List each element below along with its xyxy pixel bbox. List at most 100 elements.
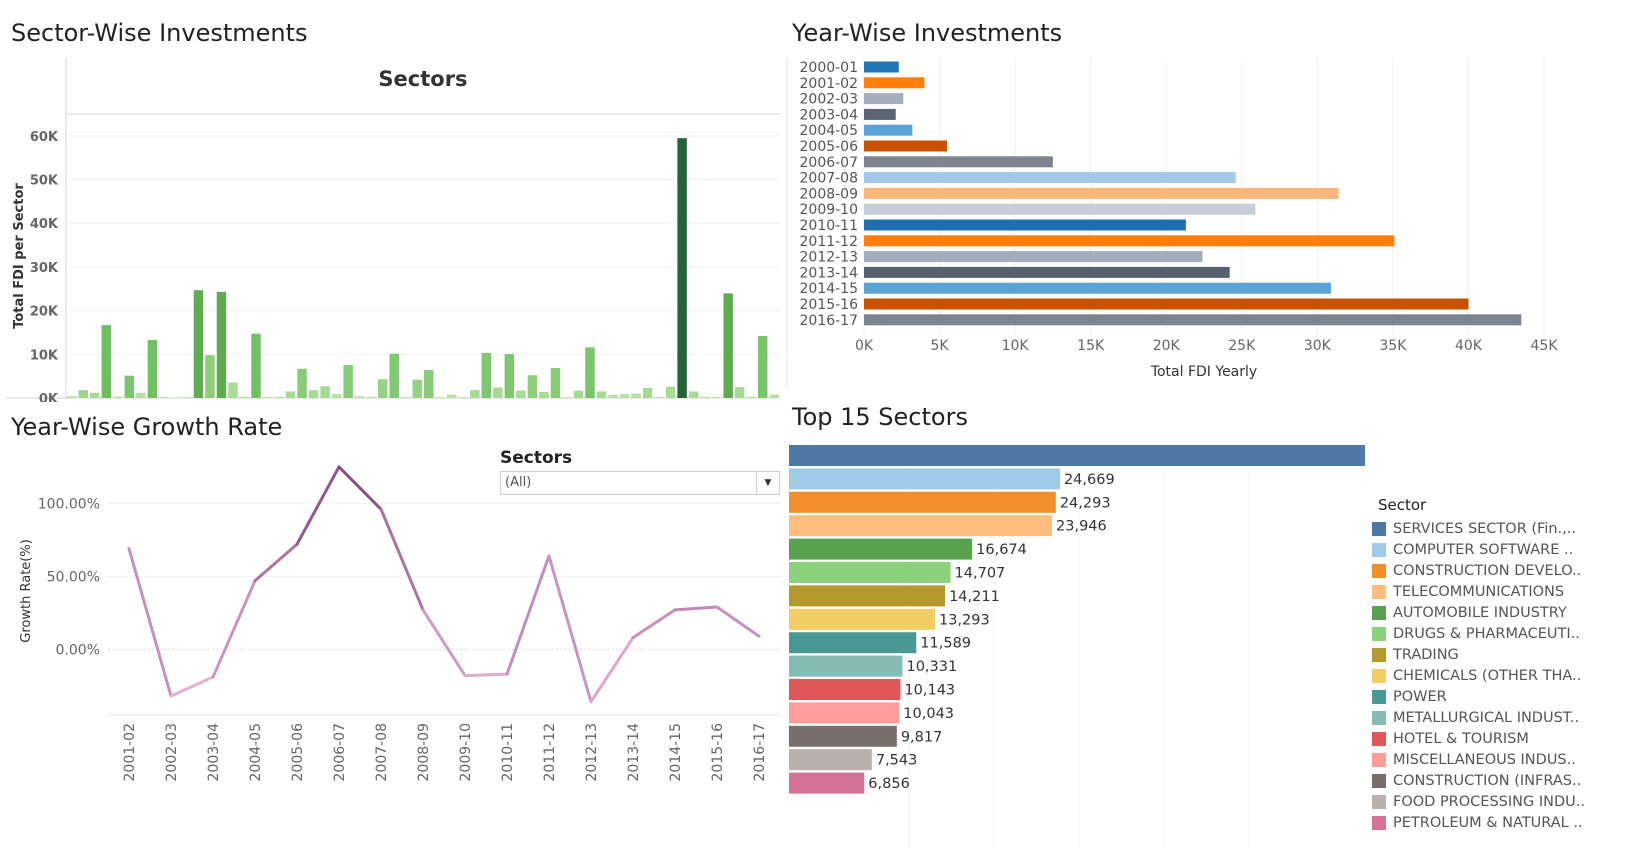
legend-label: CONSTRUCTION DEVELO.. bbox=[1393, 563, 1581, 579]
legend-item[interactable]: MISCELLANEOUS INDUS.. bbox=[1372, 749, 1647, 770]
legend-swatch bbox=[1372, 669, 1386, 683]
y-tick-label: 2014-15 bbox=[800, 281, 859, 297]
bar bbox=[864, 220, 1186, 231]
sectors-filter-dropdown[interactable]: (All) ▼ bbox=[500, 471, 780, 495]
bar bbox=[864, 141, 947, 152]
bar bbox=[700, 397, 709, 398]
bar bbox=[67, 396, 76, 398]
bar bbox=[864, 125, 912, 136]
bar bbox=[424, 370, 433, 398]
x-tick-label: 2002-03 bbox=[164, 723, 180, 782]
y-tick-label: 2010-11 bbox=[800, 218, 859, 234]
bar bbox=[789, 539, 972, 560]
series-line-segment bbox=[255, 544, 297, 580]
legend-swatch bbox=[1372, 627, 1386, 641]
year-wise-title: Year-Wise Investments bbox=[792, 19, 1062, 47]
bar bbox=[770, 395, 779, 398]
bar bbox=[436, 397, 445, 398]
year-bar-chart[interactable]: 0K 5K 10K 15K 20K 25K 30K 35K 40K 45K 2000-012001-… bbox=[785, 58, 1651, 388]
bar bbox=[789, 656, 902, 677]
top15-title: Top 15 Sectors bbox=[792, 403, 968, 431]
legend-swatch bbox=[1372, 690, 1386, 704]
x-tick-label: 2014-15 bbox=[668, 723, 684, 782]
legend-swatch bbox=[1372, 585, 1386, 599]
bar bbox=[643, 388, 652, 398]
bar bbox=[789, 702, 899, 723]
bar bbox=[228, 383, 237, 398]
data-label: 9,817 bbox=[901, 729, 943, 745]
legend-item[interactable]: METALLURGICAL INDUST.. bbox=[1372, 707, 1647, 728]
bar bbox=[608, 395, 617, 398]
series-line-segment bbox=[213, 581, 255, 677]
legend-item[interactable]: POWER bbox=[1372, 686, 1647, 707]
series-line-segment bbox=[549, 556, 591, 702]
bar bbox=[654, 397, 663, 398]
legend-item[interactable]: HOTEL & TOURISM bbox=[1372, 728, 1647, 749]
legend-item[interactable]: TRADING bbox=[1372, 644, 1647, 665]
x-tick-label: 2006-07 bbox=[332, 723, 348, 782]
x-tick-label: 35K bbox=[1379, 338, 1407, 354]
x-tick-label: 2008-09 bbox=[416, 723, 432, 782]
bar bbox=[789, 585, 945, 606]
bar bbox=[789, 609, 935, 630]
legend-item[interactable]: CHEMICALS (OTHER THA.. bbox=[1372, 665, 1647, 686]
data-label: 7,543 bbox=[876, 753, 918, 769]
bar bbox=[864, 251, 1202, 262]
sectors-filter: Sectors (All) ▼ bbox=[500, 448, 780, 495]
data-label: 24,293 bbox=[1060, 495, 1111, 511]
bar bbox=[864, 77, 924, 88]
legend-label: CHEMICALS (OTHER THA.. bbox=[1393, 668, 1581, 684]
bar bbox=[194, 290, 203, 398]
data-label: 13,293 bbox=[939, 612, 990, 628]
series-line-segment bbox=[381, 509, 423, 610]
bar bbox=[574, 391, 583, 398]
legend-label: METALLURGICAL INDUST.. bbox=[1393, 710, 1579, 726]
x-tick-label: 20K bbox=[1153, 338, 1181, 354]
legend-label: POWER bbox=[1393, 689, 1447, 705]
top15-bar-chart[interactable]: 59,47624,66924,29323,94616,67414,70714,2… bbox=[785, 430, 1365, 847]
legend-item[interactable]: TELECOMMUNICATIONS bbox=[1372, 581, 1647, 602]
y-tick-label: 10K bbox=[30, 348, 59, 363]
bar bbox=[864, 109, 896, 120]
legend-item[interactable]: PETROLEUM & NATURAL .. bbox=[1372, 812, 1647, 833]
bar bbox=[551, 368, 560, 398]
data-label: 14,211 bbox=[949, 589, 1000, 605]
bar bbox=[447, 395, 456, 398]
legend-item[interactable]: SERVICES SECTOR (Fin.,.. bbox=[1372, 518, 1647, 539]
bar bbox=[113, 397, 122, 398]
bar bbox=[343, 365, 352, 398]
x-tick-label: 2001-02 bbox=[122, 723, 138, 782]
legend-item[interactable]: DRUGS & PHARMACEUTI.. bbox=[1372, 623, 1647, 644]
legend-item[interactable]: CONSTRUCTION (INFRAS.. bbox=[1372, 770, 1647, 791]
legend-label: CONSTRUCTION (INFRAS.. bbox=[1393, 773, 1581, 789]
x-tick-label: 2007-08 bbox=[374, 723, 390, 782]
y-tick-label: 40K bbox=[30, 217, 59, 232]
bar bbox=[789, 562, 951, 583]
y-tick-label: 2016-17 bbox=[800, 313, 859, 329]
legend-item[interactable]: FOOD PROCESSING INDU.. bbox=[1372, 791, 1647, 812]
y-tick-label: 2008-09 bbox=[800, 186, 859, 202]
data-label: 23,946 bbox=[1056, 519, 1107, 535]
bar bbox=[864, 299, 1468, 310]
bar bbox=[355, 396, 364, 398]
top15-legend: Sector SERVICES SECTOR (Fin.,.. COMPUTER … bbox=[1372, 496, 1647, 833]
bar bbox=[631, 394, 640, 398]
legend-item[interactable]: COMPUTER SOFTWARE .. bbox=[1372, 539, 1647, 560]
y-tick-label: 2005-06 bbox=[800, 139, 859, 155]
chevron-down-icon[interactable]: ▼ bbox=[756, 472, 779, 494]
y-tick-label: 20K bbox=[30, 305, 59, 320]
x-tick-label: 2011-12 bbox=[542, 723, 558, 782]
legend-swatch bbox=[1372, 522, 1386, 536]
legend-item[interactable]: CONSTRUCTION DEVELO.. bbox=[1372, 560, 1647, 581]
growth-line-chart[interactable]: 0.00% 50.00% 100.00% Growth Rate(%) 2001-02 2… bbox=[0, 445, 785, 847]
y-tick-label: 2002-03 bbox=[800, 92, 859, 108]
legend-item[interactable]: AUTOMOBILE INDUSTRY bbox=[1372, 602, 1647, 623]
bar bbox=[723, 293, 732, 398]
x-tick-label: 2003-04 bbox=[206, 723, 222, 782]
series-line-segment bbox=[171, 677, 213, 696]
legend-title: Sector bbox=[1378, 496, 1647, 514]
bar bbox=[585, 347, 594, 398]
sector-bar-chart[interactable]: Sectors 0K 10K 20K 30K 40K 50K 60K Total FDI per… bbox=[0, 58, 785, 402]
y-tick-label: 50.00% bbox=[47, 569, 100, 585]
bar bbox=[136, 393, 145, 398]
